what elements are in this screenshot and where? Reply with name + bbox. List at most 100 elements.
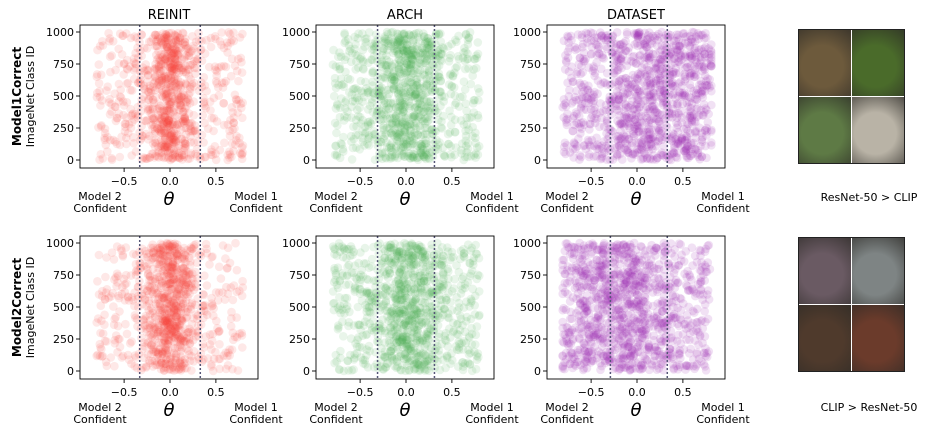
scatter-point	[185, 60, 195, 70]
scatter-point	[163, 42, 172, 52]
scatter-point	[425, 76, 435, 86]
scatter-point	[178, 115, 187, 124]
scatter-point	[648, 49, 658, 59]
scatter-point	[136, 134, 146, 143]
scatter-point	[379, 244, 389, 254]
scatter-point	[167, 38, 177, 48]
scatter-point	[168, 61, 178, 70]
scatter-point	[170, 61, 180, 70]
scatter-point	[452, 37, 461, 47]
scatter-point	[168, 49, 178, 58]
scatter-point	[154, 142, 163, 152]
scatter-point	[221, 76, 231, 86]
scatter-point	[140, 84, 149, 93]
scatter-point	[450, 150, 459, 160]
scatter-point	[163, 57, 173, 66]
scatter-point	[408, 91, 418, 101]
scatter-point	[161, 92, 170, 102]
scatter-point	[170, 51, 180, 60]
scatter-point	[148, 114, 158, 124]
scatter-point	[171, 111, 180, 121]
scatter-point	[330, 118, 340, 128]
scatter-point	[166, 66, 176, 76]
scatter-point	[158, 119, 167, 128]
scatter-point	[163, 34, 173, 44]
scatter-point	[173, 51, 183, 60]
scatter-point	[157, 148, 167, 157]
scatter-point	[228, 108, 237, 117]
scatter-point	[227, 152, 236, 162]
scatter-point	[402, 40, 412, 49]
scatter-point	[195, 152, 205, 161]
x-note-right: Confident	[696, 202, 750, 215]
scatter-point	[186, 75, 195, 84]
scatter-point	[388, 62, 397, 71]
scatter-point	[381, 73, 390, 82]
scatter-point	[172, 46, 181, 55]
scatter-point	[404, 316, 413, 326]
scatter-point	[107, 99, 116, 109]
scatter-point	[166, 97, 176, 107]
scatter-point	[634, 138, 644, 147]
scatter-point	[469, 108, 479, 117]
scatter-point	[387, 74, 397, 84]
scatter-point	[409, 83, 419, 92]
scatter-point	[470, 54, 480, 64]
scatter-point	[423, 87, 432, 97]
x-tick-label: 0.0	[161, 386, 179, 399]
scatter-point	[151, 85, 160, 95]
scatter-point	[447, 82, 457, 91]
scatter-point	[144, 95, 153, 104]
scatter-point	[170, 52, 179, 62]
scatter-point	[95, 41, 105, 51]
scatter-point	[146, 109, 155, 118]
scatter-point	[355, 145, 365, 154]
scatter-point	[437, 243, 447, 252]
scatter-point	[173, 39, 182, 49]
scatter-point	[410, 121, 420, 131]
scatter-point	[132, 33, 141, 43]
scatter-point	[358, 97, 367, 106]
scatter-point	[185, 121, 195, 131]
scatter-point	[351, 65, 361, 74]
scatter-point	[166, 155, 175, 165]
scatter-point	[105, 52, 115, 61]
scatter-point	[150, 77, 160, 86]
scatter-point	[363, 117, 373, 127]
scatter-point	[164, 131, 173, 141]
scatter-point	[220, 138, 229, 148]
scatter-point	[164, 33, 173, 42]
scatter-point	[148, 124, 157, 134]
scatter-point	[151, 92, 160, 102]
scatter-point	[237, 143, 247, 152]
scatter-point	[180, 114, 189, 123]
scatter-point	[143, 87, 153, 97]
scatter-point	[180, 116, 190, 125]
scatter-point	[159, 135, 169, 145]
scatter-point	[112, 282, 121, 291]
scatter-point	[329, 91, 339, 101]
scatter-point	[153, 111, 163, 120]
scatter-point	[415, 58, 425, 67]
scatter-point	[171, 59, 180, 68]
scatter-point	[459, 120, 469, 129]
scatter-point	[127, 151, 136, 160]
scatter-point	[163, 116, 173, 125]
scatter-point	[599, 54, 608, 63]
scatter-point	[164, 105, 173, 115]
scatter-point	[465, 359, 475, 369]
scatter-point	[199, 99, 209, 108]
scatter-point	[421, 48, 430, 58]
scatter-point	[143, 339, 152, 348]
scatter-point	[354, 29, 363, 38]
scatter-point	[148, 103, 157, 113]
scatter-point	[238, 113, 247, 123]
scatter-point	[151, 138, 161, 148]
scatter-point	[215, 354, 225, 364]
scatter-point	[401, 70, 410, 80]
scatter-point	[225, 150, 235, 159]
scatter-point	[165, 132, 175, 141]
scatter-point	[161, 54, 170, 64]
scatter-point	[226, 38, 235, 47]
scatter-point	[171, 135, 180, 145]
